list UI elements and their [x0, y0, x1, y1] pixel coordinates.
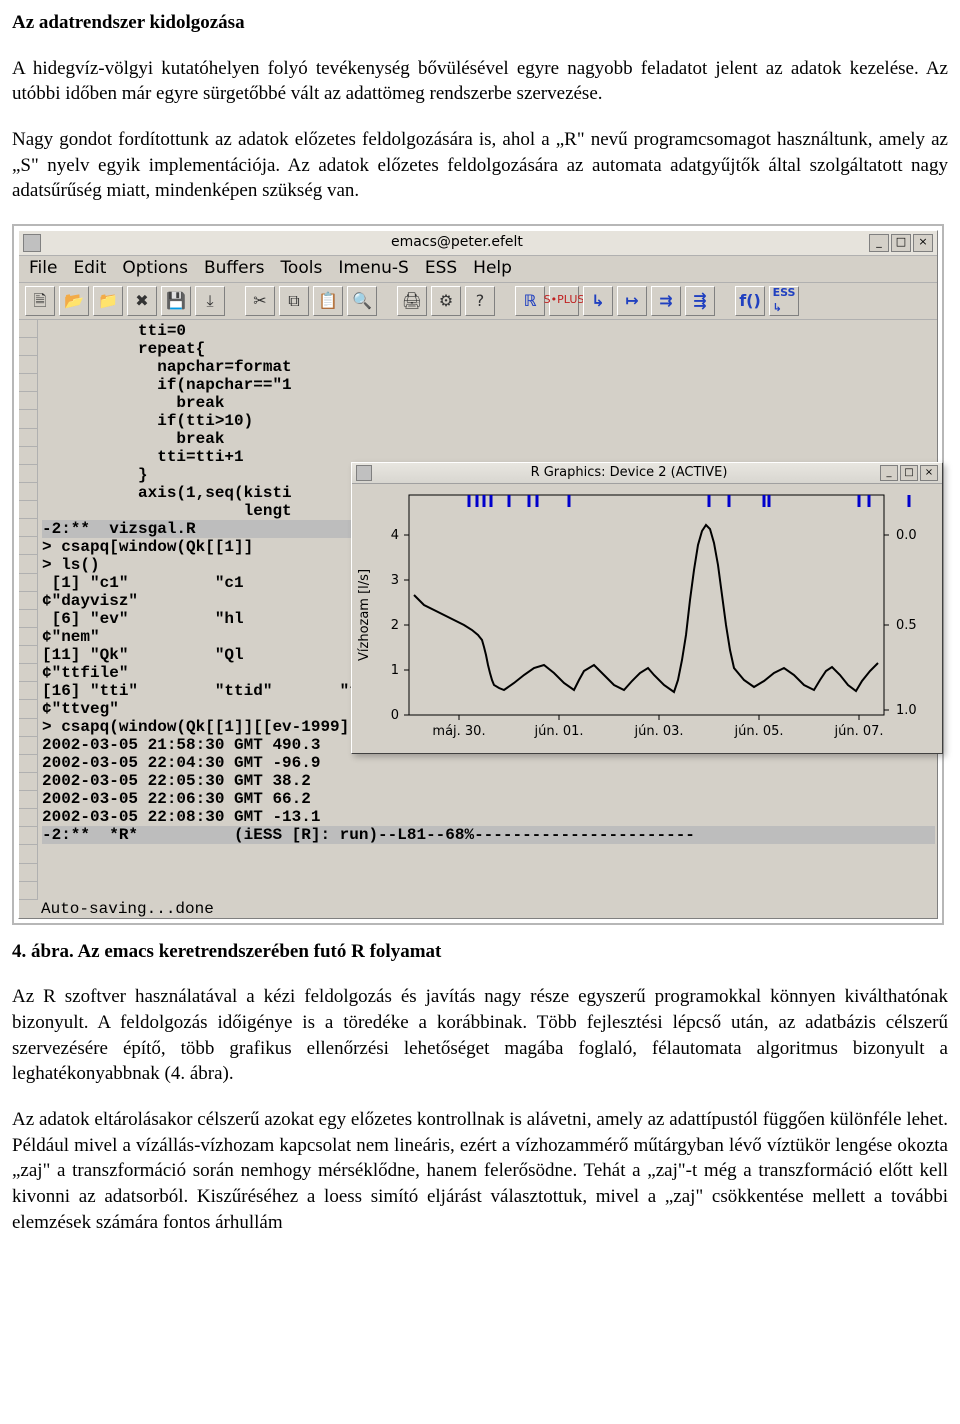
menu-tools[interactable]: Tools [280, 257, 322, 280]
paragraph-4: Az adatok eltárolásakor célszerű azokat … [12, 1107, 948, 1235]
svg-text:3: 3 [391, 573, 399, 588]
tool-new-icon[interactable]: 🗎 [25, 286, 55, 316]
r-ylabel: Vízhozam [l/s] [357, 569, 372, 661]
svg-text:2: 2 [391, 618, 399, 633]
paragraph-2: Nagy gondot fordítottunk az adatok előze… [12, 127, 948, 204]
r-close-button[interactable]: × [920, 465, 938, 481]
r-plot-canvas: Vízhozam [l/s] 0 1 2 3 4 0.0 0.5 1.0 [354, 485, 940, 751]
emacs-titlebar: emacs@peter.efelt _ □ × [19, 231, 937, 256]
menu-options[interactable]: Options [122, 257, 188, 280]
emacs-toolbar: 🗎 📂 📁 ✖ 💾 ⤓ ✂ ⧉ 📋 🔍 🖨 ⚙ ? ℝ S•PLUS ↳ ↦ ⇉… [19, 283, 937, 320]
tool-open-icon[interactable]: 📂 [59, 286, 89, 316]
emacs-window: emacs@peter.efelt _ □ × File Edit Option… [18, 230, 938, 919]
page-title: Az adatrendszer kidolgozása [12, 10, 948, 36]
svg-text:máj. 30.: máj. 30. [432, 724, 485, 739]
close-button[interactable]: × [913, 234, 933, 252]
r-graphics-window[interactable]: R Graphics: Device 2 (ACTIVE) _ □ × Vízh… [351, 462, 943, 754]
tool-start-icon[interactable]: ↳ [583, 286, 613, 316]
tool-saveas-icon[interactable]: ⤓ [195, 286, 225, 316]
svg-text:1.0: 1.0 [896, 703, 917, 718]
fringe [19, 320, 38, 900]
tool-save-icon[interactable]: 💾 [161, 286, 191, 316]
tool-help-icon[interactable]: ? [465, 286, 495, 316]
svg-text:1: 1 [391, 663, 399, 678]
r-system-menu-icon[interactable] [356, 465, 372, 481]
menu-ess[interactable]: ESS [425, 257, 457, 280]
tool-print-icon[interactable]: 🖨 [397, 286, 427, 316]
menu-help[interactable]: Help [473, 257, 512, 280]
tool-paste-icon[interactable]: 📋 [313, 286, 343, 316]
menu-edit[interactable]: Edit [73, 257, 106, 280]
menu-file[interactable]: File [29, 257, 57, 280]
tool-func-icon[interactable]: f() [735, 286, 765, 316]
system-menu-icon[interactable] [23, 234, 41, 252]
maximize-button[interactable]: □ [891, 234, 911, 252]
tool-dired-icon[interactable]: 📁 [93, 286, 123, 316]
emacs-title-label: emacs@peter.efelt [47, 233, 867, 252]
r-title-label: R Graphics: Device 2 (ACTIVE) [380, 464, 878, 482]
buffer-upper-code: tti=0 repeat{ napchar=format if(napchar=… [42, 322, 292, 520]
paragraph-3-tail: ). [223, 1063, 234, 1084]
tool-find-icon[interactable]: 🔍 [347, 286, 377, 316]
tool-settings-icon[interactable]: ⚙ [431, 286, 461, 316]
tool-switch-icon[interactable]: ↦ [617, 286, 647, 316]
emacs-body: tti=0 repeat{ napchar=format if(napchar=… [19, 320, 937, 900]
tool-copy-icon[interactable]: ⧉ [279, 286, 309, 316]
tool-r-icon[interactable]: ℝ [515, 286, 545, 316]
echo-area: Auto-saving...done [19, 900, 937, 918]
svg-text:0.0: 0.0 [896, 528, 917, 543]
r-maximize-button[interactable]: □ [900, 465, 918, 481]
figure-ref: 4. ábra [171, 1063, 223, 1084]
minimize-button[interactable]: _ [869, 234, 889, 252]
paragraph-1: A hidegvíz-völgyi kutatóhelyen folyó tev… [12, 56, 948, 107]
paragraph-3-text: Az R szoftver használatával a kézi feldo… [12, 986, 948, 1084]
svg-text:0.5: 0.5 [896, 618, 917, 633]
r-titlebar: R Graphics: Device 2 (ACTIVE) _ □ × [352, 463, 942, 484]
figure-caption: 4. ábra. Az emacs keretrendszerében futó… [12, 939, 948, 965]
svg-text:jún. 05.: jún. 05. [733, 724, 783, 739]
tool-cut-icon[interactable]: ✂ [245, 286, 275, 316]
menu-imenus[interactable]: Imenu-S [338, 257, 409, 280]
emacs-menubar: File Edit Options Buffers Tools Imenu-S … [19, 256, 937, 283]
figure-caption-bold: 4. ábra. Az emacs keretrendszerében futó… [12, 941, 441, 962]
svg-text:jún. 03.: jún. 03. [633, 724, 683, 739]
r-minimize-button[interactable]: _ [880, 465, 898, 481]
svg-text:jún. 07.: jún. 07. [833, 724, 883, 739]
emacs-frame: emacs@peter.efelt _ □ × File Edit Option… [12, 224, 944, 925]
svg-text:4: 4 [391, 528, 399, 543]
menu-buffers[interactable]: Buffers [204, 257, 264, 280]
modeline-lower: -2:** *R* (iESS [R]: run)--L81--68%-----… [42, 826, 935, 844]
tool-run-region-icon[interactable]: ⇶ [685, 286, 715, 316]
tool-splus-icon[interactable]: S•PLUS [549, 286, 579, 316]
tool-kill-icon[interactable]: ✖ [127, 286, 157, 316]
svg-text:jún. 01.: jún. 01. [533, 724, 583, 739]
svg-text:0: 0 [391, 708, 399, 723]
tool-run-line-icon[interactable]: ⇉ [651, 286, 681, 316]
paragraph-3: Az R szoftver használatával a kézi feldo… [12, 984, 948, 1087]
tool-ess-icon[interactable]: ESS↳ [769, 286, 799, 316]
